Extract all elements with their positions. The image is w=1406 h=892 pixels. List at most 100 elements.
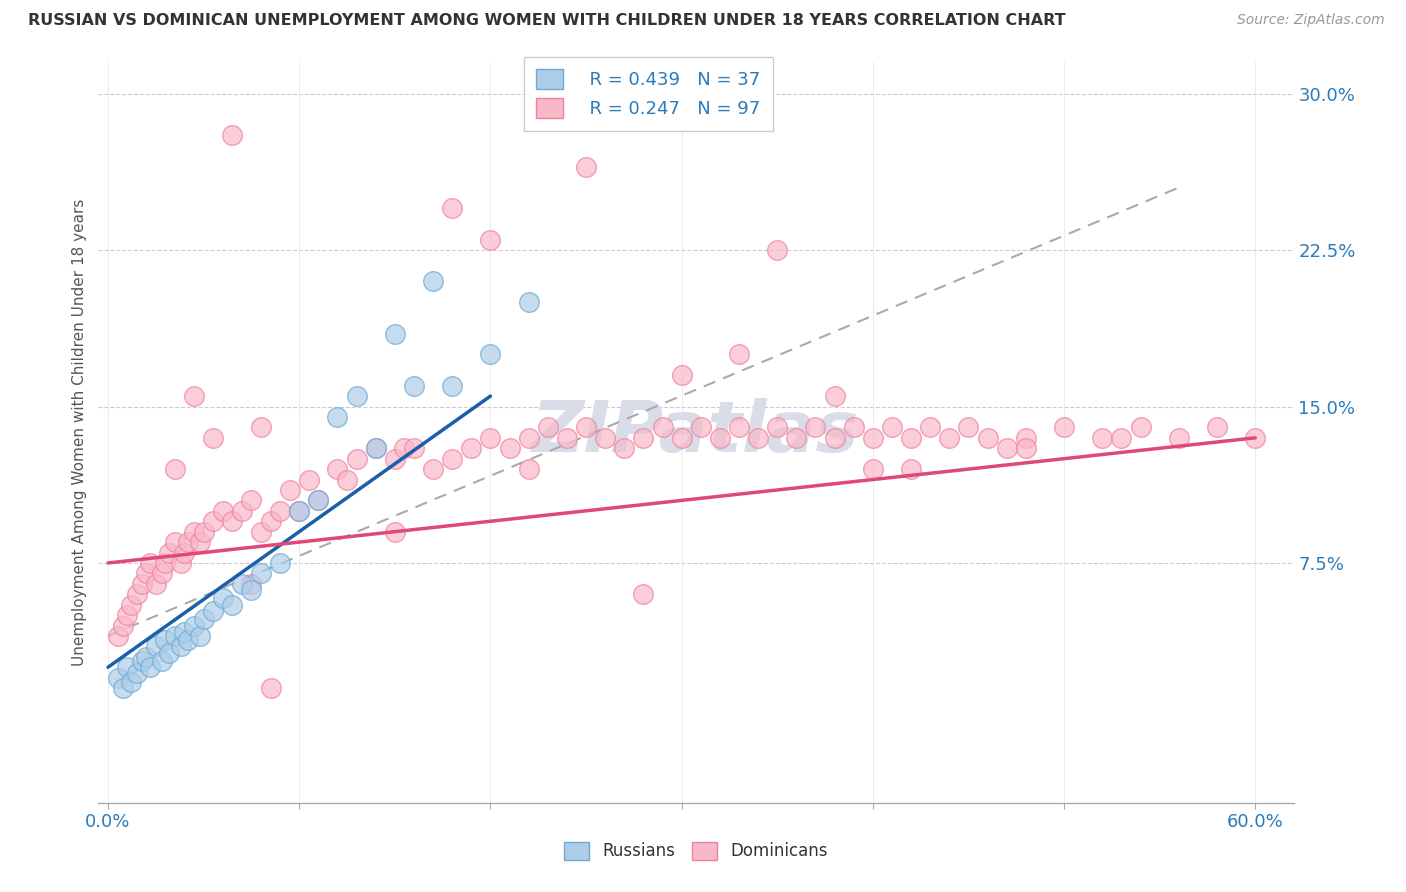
Point bbox=[112, 618, 135, 632]
Point bbox=[240, 583, 263, 598]
Point bbox=[995, 442, 1018, 456]
Point bbox=[1015, 442, 1038, 456]
Point bbox=[593, 431, 616, 445]
Point bbox=[250, 566, 273, 581]
Text: Source: ZipAtlas.com: Source: ZipAtlas.com bbox=[1237, 13, 1385, 28]
Point bbox=[107, 671, 129, 685]
Point bbox=[957, 420, 980, 434]
Point bbox=[231, 577, 253, 591]
Point bbox=[163, 462, 186, 476]
Point bbox=[384, 326, 406, 341]
Point bbox=[728, 347, 751, 361]
Point bbox=[517, 462, 540, 476]
Point bbox=[824, 431, 846, 445]
Point bbox=[1053, 420, 1076, 434]
Point bbox=[139, 660, 162, 674]
Point bbox=[240, 493, 263, 508]
Point bbox=[183, 524, 205, 539]
Point bbox=[177, 633, 200, 648]
Point bbox=[575, 160, 598, 174]
Point bbox=[766, 243, 789, 257]
Point bbox=[193, 612, 215, 626]
Point bbox=[115, 608, 138, 623]
Point bbox=[150, 654, 173, 668]
Text: ZIPatlas: ZIPatlas bbox=[533, 398, 859, 467]
Point bbox=[1129, 420, 1152, 434]
Legend: Russians, Dominicans: Russians, Dominicans bbox=[555, 833, 837, 869]
Point bbox=[145, 577, 167, 591]
Point bbox=[259, 681, 281, 695]
Y-axis label: Unemployment Among Women with Children Under 18 years: Unemployment Among Women with Children U… bbox=[72, 199, 87, 666]
Point bbox=[575, 420, 598, 434]
Point bbox=[155, 633, 177, 648]
Point bbox=[326, 462, 349, 476]
Point bbox=[231, 504, 253, 518]
Point bbox=[384, 524, 406, 539]
Point bbox=[155, 556, 177, 570]
Point bbox=[336, 473, 359, 487]
Point bbox=[441, 378, 464, 392]
Point bbox=[193, 524, 215, 539]
Point bbox=[460, 442, 482, 456]
Point bbox=[288, 504, 311, 518]
Point bbox=[1091, 431, 1114, 445]
Point bbox=[188, 629, 211, 643]
Point bbox=[120, 674, 142, 689]
Point bbox=[250, 524, 273, 539]
Point bbox=[402, 442, 425, 456]
Point bbox=[394, 442, 416, 456]
Point bbox=[402, 378, 425, 392]
Point bbox=[307, 493, 329, 508]
Point bbox=[346, 389, 368, 403]
Point bbox=[112, 681, 135, 695]
Point bbox=[1244, 431, 1267, 445]
Point bbox=[145, 640, 167, 654]
Point bbox=[211, 504, 233, 518]
Point bbox=[250, 420, 273, 434]
Point bbox=[880, 420, 903, 434]
Point bbox=[188, 535, 211, 549]
Point bbox=[441, 202, 464, 216]
Point bbox=[202, 431, 225, 445]
Point bbox=[202, 514, 225, 528]
Point bbox=[862, 431, 884, 445]
Text: RUSSIAN VS DOMINICAN UNEMPLOYMENT AMONG WOMEN WITH CHILDREN UNDER 18 YEARS CORRE: RUSSIAN VS DOMINICAN UNEMPLOYMENT AMONG … bbox=[28, 13, 1066, 29]
Point bbox=[278, 483, 301, 497]
Point bbox=[537, 420, 560, 434]
Point bbox=[115, 660, 138, 674]
Point bbox=[150, 566, 173, 581]
Point bbox=[135, 566, 157, 581]
Point bbox=[288, 504, 311, 518]
Point bbox=[169, 556, 191, 570]
Point bbox=[364, 442, 387, 456]
Point bbox=[221, 598, 243, 612]
Point bbox=[422, 274, 444, 288]
Point bbox=[131, 577, 153, 591]
Point bbox=[1206, 420, 1229, 434]
Point bbox=[107, 629, 129, 643]
Point bbox=[346, 451, 368, 466]
Point bbox=[183, 389, 205, 403]
Point bbox=[269, 504, 291, 518]
Point bbox=[173, 624, 195, 639]
Point bbox=[862, 462, 884, 476]
Point bbox=[135, 649, 157, 664]
Point bbox=[479, 431, 502, 445]
Point bbox=[1167, 431, 1189, 445]
Point bbox=[177, 535, 200, 549]
Point bbox=[202, 604, 225, 618]
Point bbox=[125, 587, 148, 601]
Point bbox=[671, 431, 693, 445]
Point bbox=[422, 462, 444, 476]
Point bbox=[120, 598, 142, 612]
Point bbox=[364, 442, 387, 456]
Point bbox=[555, 431, 578, 445]
Point bbox=[211, 591, 233, 606]
Point bbox=[689, 420, 711, 434]
Point bbox=[517, 431, 540, 445]
Point bbox=[139, 556, 162, 570]
Point bbox=[479, 347, 502, 361]
Point bbox=[651, 420, 673, 434]
Point bbox=[307, 493, 329, 508]
Point bbox=[298, 473, 321, 487]
